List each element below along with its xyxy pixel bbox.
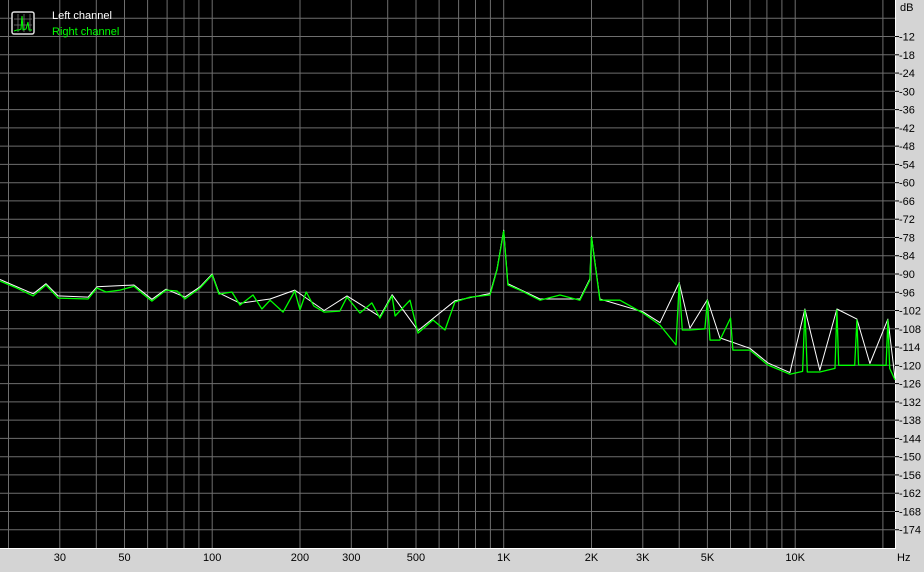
x-axis-unit: Hz [897,552,910,564]
y-tick-label: -162 [899,488,921,500]
legend: Left channel Right channel [11,10,119,38]
y-tick-label: -120 [899,360,921,372]
y-tick-label: -90 [899,269,915,281]
x-tick-label: 10K [785,552,805,564]
y-tick-label: -24 [899,68,915,80]
y-tick-label: -30 [899,86,915,98]
x-tick-label: 500 [407,552,425,564]
x-tick-label: 50 [118,552,130,564]
y-tick-label: -72 [899,214,915,226]
y-tick-label: -126 [899,379,921,391]
y-tick-label: -132 [899,397,921,409]
y-tick-label: -42 [899,123,915,135]
y-tick-label: -114 [899,342,920,354]
y-tick-label: -174 [899,525,921,537]
y-axis-unit: dB [900,2,913,14]
x-tick-label: 3K [636,552,650,564]
y-tick-label: -108 [899,324,921,336]
y-tick-label: -102 [899,306,921,318]
legend-right-channel: Right channel [52,26,119,38]
y-tick-label: -84 [899,251,915,263]
y-tick-label: -168 [899,506,921,518]
series-group [0,229,896,381]
x-tick-label: 200 [291,552,309,564]
x-tick-label: 100 [203,552,221,564]
y-tick-label: -48 [899,141,915,153]
x-axis: 30 50 100 200 300 500 1K 2K 3K 5K 10K [54,552,806,564]
y-tick-label: -54 [899,159,915,171]
y-tick-label: -66 [899,196,915,208]
spectrum-chart-icon [11,11,35,35]
y-tick-label: -78 [899,232,915,244]
x-tick-label: 30 [54,552,66,564]
y-tick-label: -138 [899,415,921,427]
grid [0,0,896,549]
x-tick-label: 300 [342,552,360,564]
y-tick-label: -144 [899,433,921,445]
y-tick-label: -96 [899,287,915,299]
y-tick-label: -36 [899,105,915,117]
y-axis: -12 -18 -24 -30 -36 -42 -48 -54 -60 -66 -72 -78 -84 -… [895,32,921,537]
y-tick-label: -18 [899,50,915,62]
x-tick-label: 2K [585,552,599,564]
series-line-right-channel [0,230,896,381]
x-tick-label: 1K [497,552,511,564]
y-tick-label: -156 [899,470,921,482]
y-tick-label: -150 [899,452,921,464]
legend-left-channel: Left channel [52,10,112,22]
y-tick-label: -12 [899,32,915,44]
y-tick-label: -60 [899,178,915,190]
x-tick-label: 5K [701,552,715,564]
